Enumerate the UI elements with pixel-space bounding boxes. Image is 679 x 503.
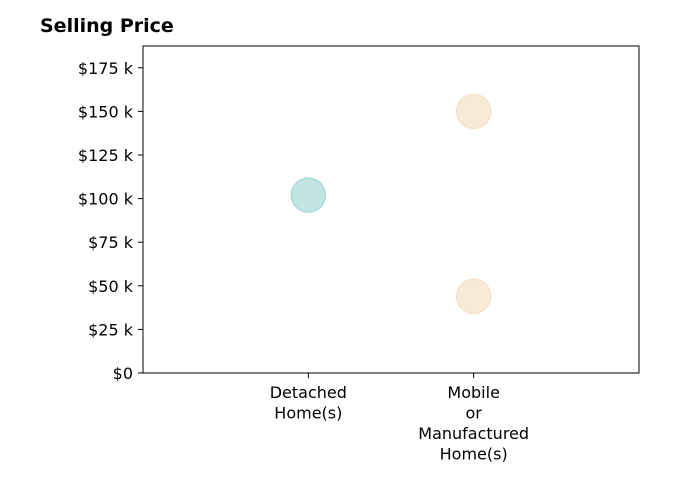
y-tick-label: $0 <box>113 364 133 383</box>
data-point <box>455 278 492 315</box>
y-tick-label: $50 k <box>88 277 134 296</box>
x-category-label: or <box>465 404 482 423</box>
plot-frame <box>142 45 640 374</box>
y-tick-label: $25 k <box>88 320 134 339</box>
x-category-label: Manufactured <box>418 424 529 443</box>
y-tick-label: $175 k <box>78 59 134 78</box>
chart-title: Selling Price <box>40 15 174 37</box>
x-category-label: Detached <box>270 383 347 402</box>
data-point <box>455 93 492 130</box>
x-category-label: Mobile <box>447 383 499 402</box>
x-category-label: Home(s) <box>440 445 508 464</box>
y-tick-label: $150 k <box>78 102 134 121</box>
y-tick-label: $100 k <box>78 190 134 209</box>
x-category-label: Home(s) <box>274 404 342 423</box>
y-tick-label: $125 k <box>78 146 134 165</box>
data-point <box>290 177 327 213</box>
y-tick-label: $75 k <box>88 233 134 252</box>
